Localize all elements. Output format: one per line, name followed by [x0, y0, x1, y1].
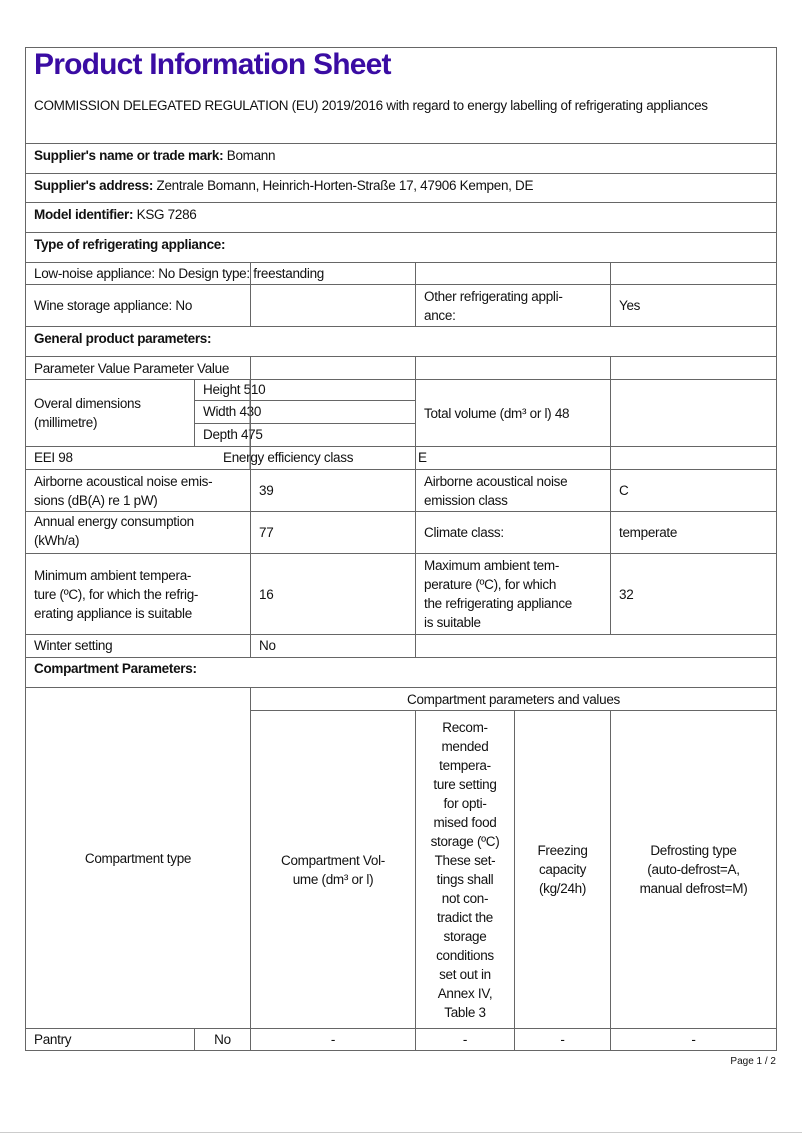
compartment-type-header: Compartment type — [25, 687, 251, 1029]
defrosting-type-header: Defrosting type (auto-defrost=A, manual … — [610, 710, 777, 1029]
supplier-address-row: Supplier's address: Zentrale Bomann, Hei… — [25, 173, 777, 203]
noise-class-label: Airborne acoustical noise emission class — [415, 469, 611, 512]
max-temp-label: Maximum ambient tem- perature (ºC), for … — [415, 553, 611, 635]
noise-label: Airborne acoustical noise emis- sions (d… — [25, 469, 251, 512]
energy-class-label: Energy efficiency class — [223, 450, 354, 465]
noise-value: 39 — [250, 469, 416, 512]
width-cell: Width 430 — [194, 400, 261, 424]
page-title: Product Information Sheet — [34, 48, 391, 81]
noise-class-value: C — [610, 469, 777, 512]
annual-energy-label: Annual energy consumption (kWh/a) — [25, 511, 251, 554]
compartment-row-present: No — [194, 1028, 251, 1051]
recommended-temp-header: Recom- mended tempera- ture setting for … — [415, 710, 515, 1029]
low-noise-cell: Low-noise appliance: No Design type: fre… — [25, 262, 324, 285]
dimensions-label: Overal dimensions (millimetre) — [25, 379, 195, 447]
compartment-row-freezing: - — [514, 1028, 611, 1051]
empty-cell — [415, 634, 777, 658]
winter-label: Winter setting — [25, 634, 251, 658]
freezing-capacity-header: Freezing capacity (kg/24h) — [514, 710, 611, 1029]
eei-value: EEI 98 — [34, 450, 73, 465]
empty-cell — [250, 284, 416, 327]
climate-class-value: temperate — [610, 511, 777, 554]
empty-cell — [415, 356, 611, 380]
empty-cell — [250, 356, 416, 380]
empty-cell — [250, 446, 416, 470]
model-label: Model identifier: — [34, 207, 134, 222]
page-divider — [0, 1132, 802, 1133]
compartment-row-temp: - — [415, 1028, 515, 1051]
compartment-row-volume: - — [250, 1028, 416, 1051]
empty-cell — [415, 262, 611, 285]
compartment-values-header: Compartment parameters and values — [250, 687, 777, 711]
empty-cell — [610, 262, 777, 285]
general-heading: General product parameters: — [25, 326, 777, 357]
regulation-text: COMMISSION DELEGATED REGULATION (EU) 201… — [34, 98, 708, 113]
empty-cell — [610, 379, 777, 447]
compartment-volume-header: Compartment Vol- ume (dm³ or l) — [250, 710, 416, 1029]
max-temp-value: 32 — [610, 553, 777, 635]
energy-class-value: E — [415, 446, 611, 470]
wine-storage-cell: Wine storage appliance: No — [25, 284, 251, 327]
total-volume-cell: Total volume (dm³ or l) 48 — [415, 379, 611, 447]
annual-energy-value: 77 — [250, 511, 416, 554]
supplier-address-label: Supplier's address: — [34, 178, 154, 193]
depth-cell: Depth 475 — [194, 423, 263, 447]
type-heading: Type of refrigerating appliance: — [25, 232, 777, 263]
min-temp-value: 16 — [250, 553, 416, 635]
climate-class-label: Climate class: — [415, 511, 611, 554]
page-indicator: Page 1 / 2 — [730, 1056, 776, 1067]
supplier-address-value: Zentrale Bomann, Heinrich-Horten-Straße … — [156, 178, 534, 193]
param-header: Parameter Value Parameter Value — [25, 356, 251, 380]
eei-cell: EEI 98 Energy efficiency class — [25, 446, 353, 470]
min-temp-label: Minimum ambient tempera- ture (ºC), for … — [25, 553, 251, 635]
supplier-name-row: Supplier's name or trade mark: Bomann — [25, 143, 777, 174]
empty-cell — [250, 423, 416, 447]
height-cell: Height 510 — [194, 379, 266, 401]
column-divider — [249, 446, 251, 470]
model-value: KSG 7286 — [136, 207, 197, 222]
compartment-row-type: Pantry — [25, 1028, 195, 1051]
empty-cell — [250, 379, 416, 401]
compartment-heading: Compartment Parameters: — [25, 657, 777, 688]
model-row: Model identifier: KSG 7286 — [25, 202, 777, 233]
empty-cell — [610, 446, 777, 470]
supplier-name-label: Supplier's name or trade mark: — [34, 148, 224, 163]
supplier-name-value: Bomann — [226, 148, 276, 163]
other-appliance-label: Other refrigerating appli- ance: — [415, 284, 611, 327]
column-divider — [249, 379, 251, 447]
winter-value: No — [250, 634, 416, 658]
compartment-row-defrost: - — [610, 1028, 777, 1051]
other-appliance-value: Yes — [610, 284, 777, 327]
empty-cell — [250, 400, 416, 424]
empty-cell — [610, 356, 777, 380]
empty-cell — [250, 262, 416, 285]
